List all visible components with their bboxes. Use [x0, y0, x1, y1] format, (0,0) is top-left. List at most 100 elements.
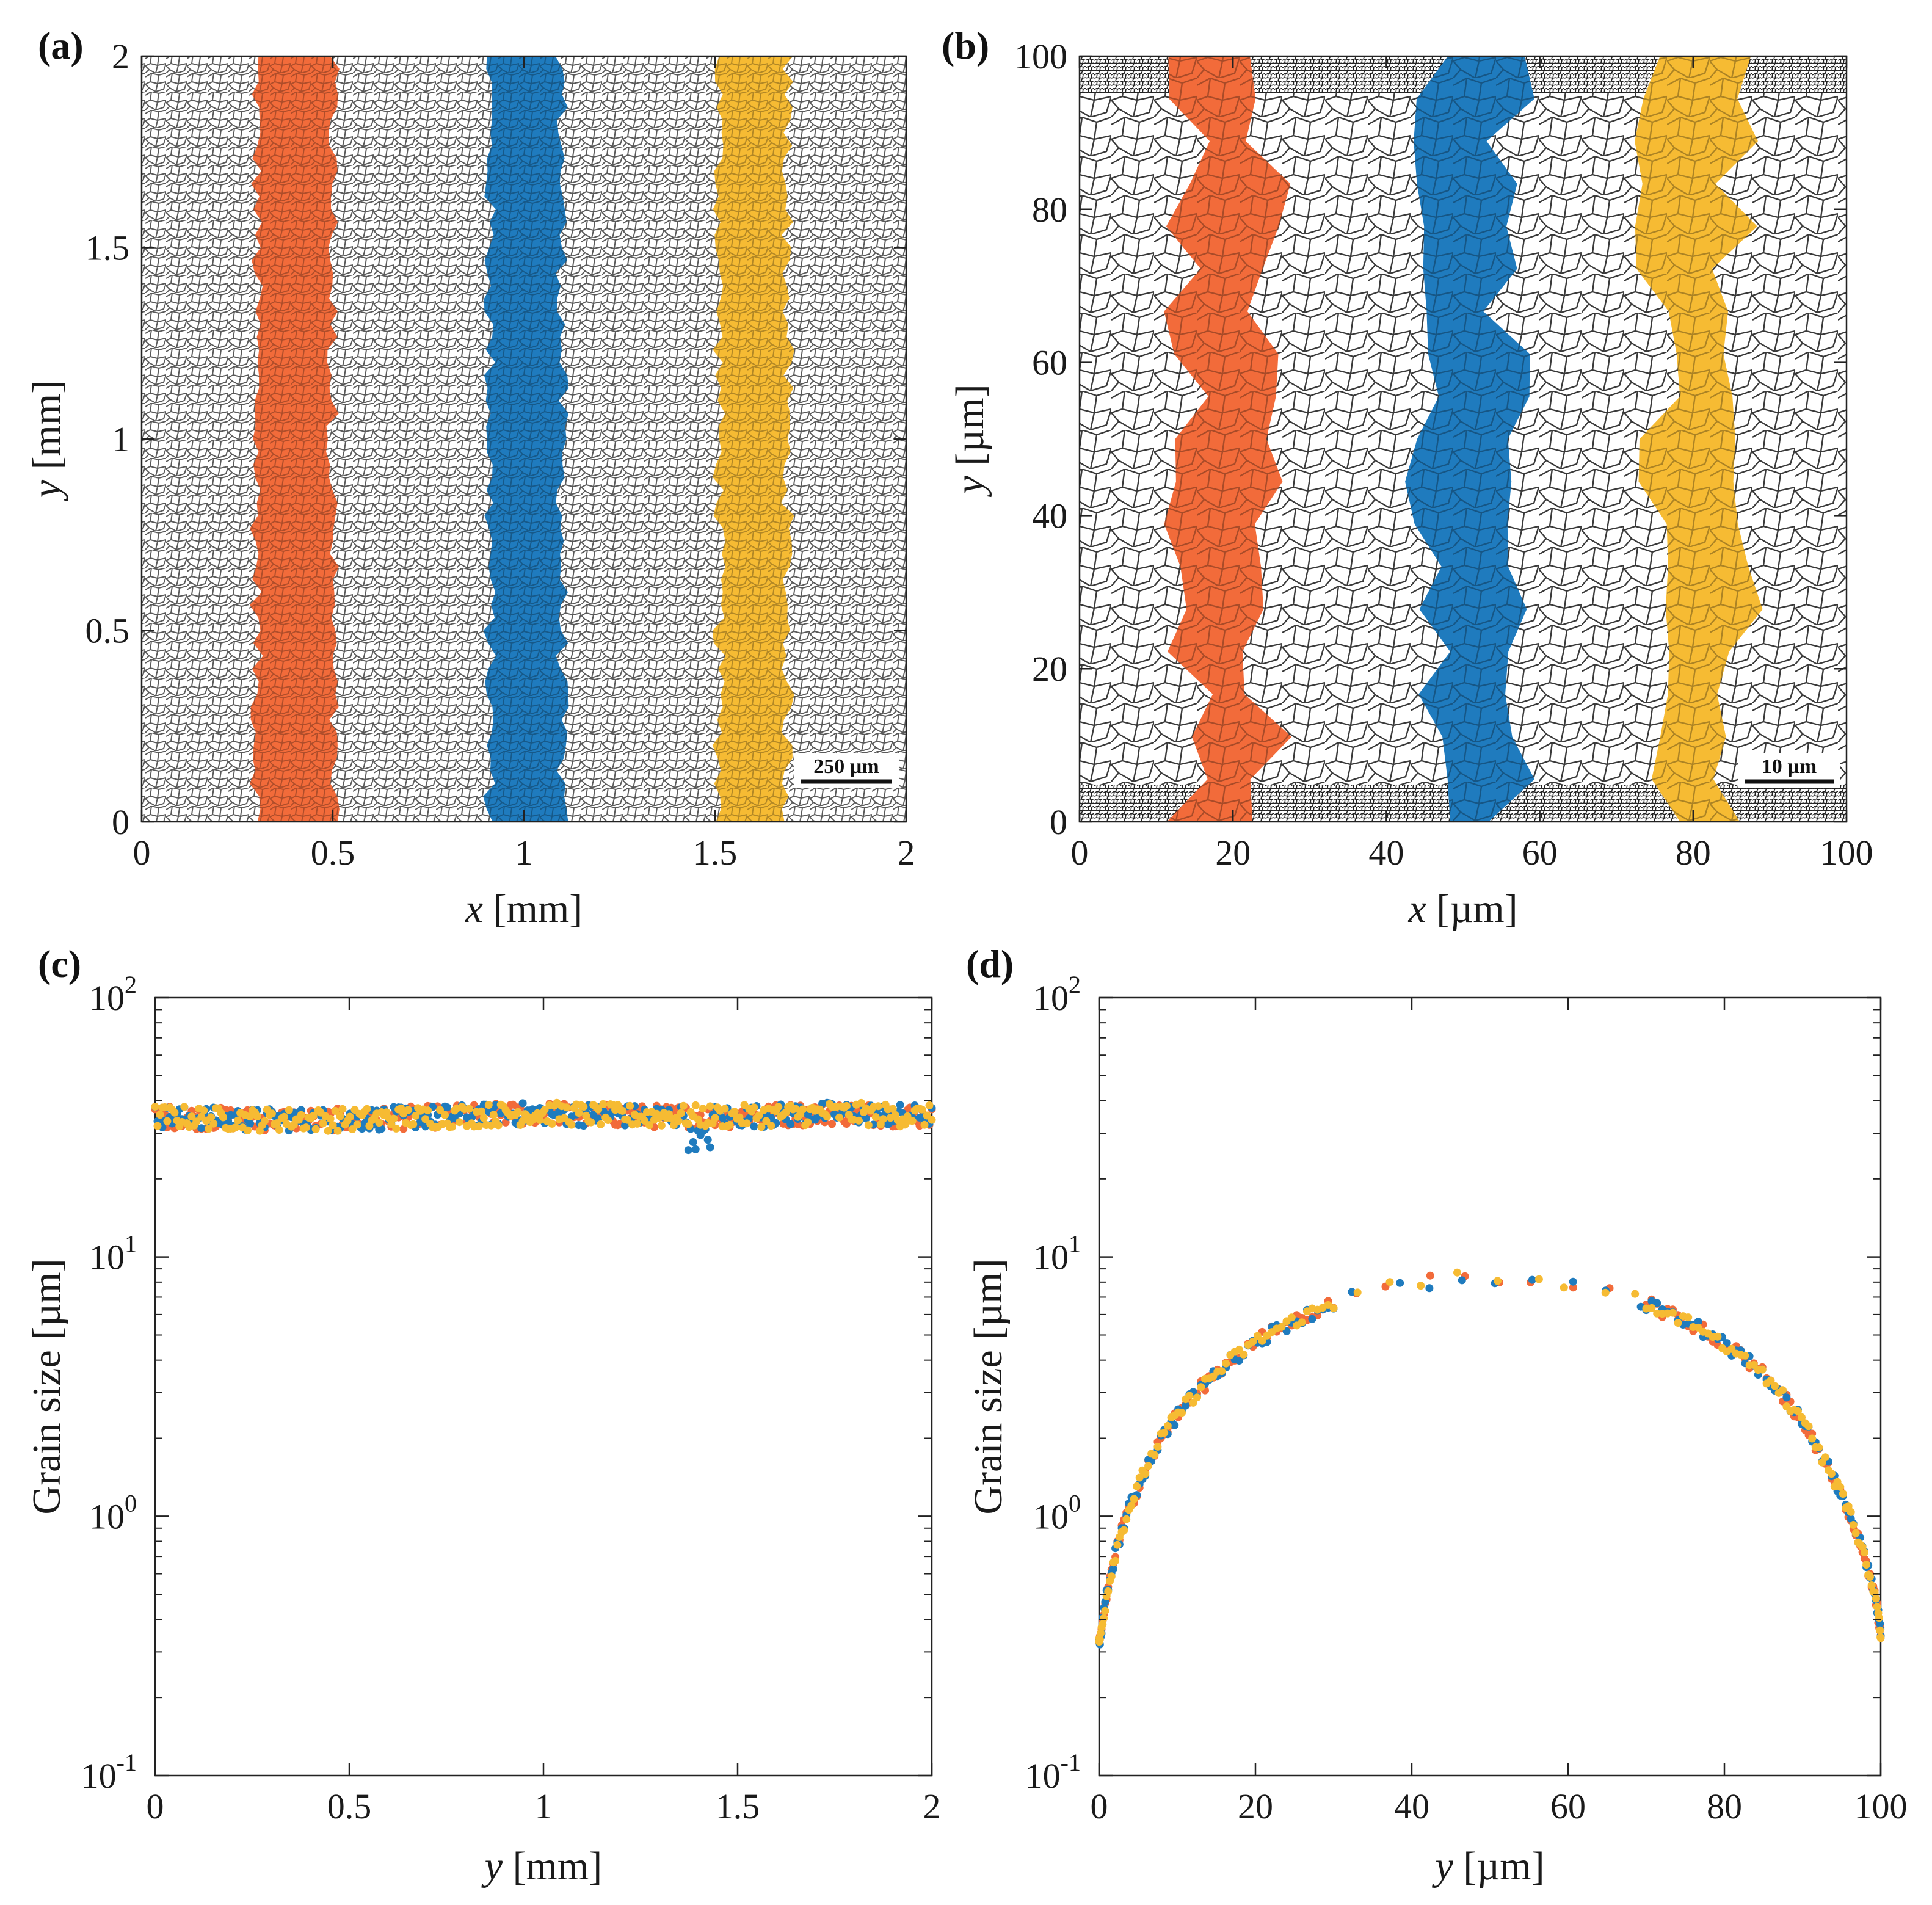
data-point-series-3 [346, 1112, 354, 1121]
data-point-series-3 [1287, 1313, 1296, 1322]
data-point-series-3 [1679, 1312, 1687, 1321]
y-tick-label: 80 [1032, 190, 1067, 230]
data-point-series-3 [879, 1115, 887, 1123]
data-point-series-3 [285, 1106, 293, 1114]
data-point-series-3 [234, 1116, 242, 1125]
data-point-series-3 [711, 1114, 719, 1122]
data-point-series-3 [677, 1109, 685, 1117]
data-point-series-2 [1308, 1315, 1316, 1323]
data-point-series-3 [1133, 1482, 1141, 1490]
data-point-series-3 [1122, 1515, 1131, 1523]
y-tick-label: 20 [1032, 649, 1067, 689]
data-point-series-3 [854, 1116, 863, 1125]
data-point-series-3 [1774, 1388, 1783, 1397]
data-point-series-3 [1601, 1288, 1610, 1297]
x-tick-label: 1.5 [693, 833, 738, 873]
data-point-series-2 [1171, 1421, 1179, 1429]
data-point-series-3 [1560, 1283, 1568, 1292]
data-point-series-3 [1801, 1419, 1809, 1428]
y-tick-label: 1.5 [85, 228, 130, 268]
data-point-series-2 [443, 1103, 451, 1112]
y-tick-label: 100 [89, 1489, 137, 1536]
data-point-series-3 [375, 1119, 383, 1127]
data-point-series-3 [755, 1111, 763, 1120]
data-point-series-3 [799, 1105, 807, 1114]
grain-band-1-cells [1164, 56, 1292, 822]
data-point-series-1 [1426, 1271, 1434, 1280]
panel-c-y-ticks: 10-1 100 101 102 [81, 971, 932, 1796]
data-point-series-3 [1771, 1382, 1779, 1390]
data-point-series-3 [436, 1106, 444, 1114]
data-point-series-3 [1163, 1421, 1172, 1430]
data-point-series-3 [494, 1121, 503, 1130]
x-tick-label: 40 [1394, 1787, 1429, 1826]
data-point-series-3 [597, 1120, 605, 1128]
data-point-series-2 [862, 1114, 870, 1123]
data-point-series-3 [587, 1118, 595, 1127]
data-point-series-2 [786, 1120, 795, 1128]
data-point-series-3 [219, 1113, 228, 1122]
y-tick-label: 100 [1033, 1489, 1081, 1536]
x-tick-label: 80 [1676, 833, 1711, 873]
data-point-series-3 [1240, 1350, 1248, 1359]
data-point-series-3 [1873, 1603, 1881, 1611]
data-point-series-3 [1876, 1626, 1884, 1635]
panel-b-x-ticks: 0 20 40 60 80 100 [1071, 56, 1873, 873]
data-point-series-3 [272, 1119, 281, 1128]
data-point-series-2 [1528, 1275, 1536, 1284]
panel-a: (a) 250 µm 0 0.5 1 1.5 2 0 0.5 1 1.5 2 x [mm] y … [24, 24, 915, 931]
data-point-series-3 [1160, 1429, 1169, 1437]
data-point-series-2 [1647, 1297, 1656, 1305]
data-point-series-3 [579, 1103, 588, 1111]
data-point-series-3 [209, 1119, 218, 1128]
data-point-series-3 [1642, 1304, 1651, 1313]
data-point-series-3 [1153, 1442, 1162, 1451]
data-point-series-3 [390, 1114, 398, 1123]
data-point-series-3 [309, 1111, 318, 1120]
data-point-series-3 [1782, 1402, 1791, 1411]
data-point-series-3 [421, 1115, 430, 1123]
data-point-series-3 [1830, 1482, 1839, 1491]
grain-band-1-cells [250, 56, 340, 822]
data-point-series-1 [1860, 1555, 1868, 1562]
data-point-series-3 [1135, 1473, 1144, 1482]
panel-c-label: (c) [38, 942, 81, 985]
data-point-series-3 [655, 1114, 663, 1122]
data-point-series-3 [302, 1123, 310, 1132]
data-point-series-3 [1864, 1570, 1873, 1579]
panel-c-x-label: y [mm] [481, 1844, 602, 1889]
data-point-series-2 [518, 1099, 527, 1108]
data-point-series-3 [1258, 1337, 1266, 1345]
data-point-series-3 [604, 1116, 612, 1124]
data-point-series-3 [864, 1121, 873, 1130]
data-point-series-3 [151, 1103, 159, 1111]
panel-d: (d) 0 20 40 60 80 100 10-1 100 101 102 y [µm] Gr… [966, 942, 1908, 1889]
data-point-series-3 [1851, 1529, 1860, 1537]
data-point-series-2 [1847, 1515, 1855, 1523]
panel-d-x-label: y [µm] [1431, 1844, 1544, 1889]
data-point-series-3 [721, 1105, 729, 1113]
panel-b-y-label: y [µm] [948, 384, 992, 497]
data-point-series-3 [657, 1121, 666, 1130]
data-point-series-1 [828, 1120, 836, 1128]
data-point-series-3 [153, 1122, 162, 1130]
panel-b-scalebar: 10 µm [1738, 753, 1840, 788]
panel-b-bands [1164, 56, 1763, 822]
data-point-series-3 [441, 1111, 449, 1119]
data-point-series-3 [1867, 1581, 1876, 1589]
panel-b-scalebar-label: 10 µm [1762, 755, 1817, 778]
data-point-series-2 [703, 1136, 712, 1144]
data-point-series-3 [200, 1106, 208, 1115]
data-point-series-3 [633, 1119, 641, 1128]
data-point-series-3 [1150, 1451, 1159, 1459]
data-point-series-3 [1842, 1504, 1850, 1512]
data-point-series-3 [823, 1112, 831, 1121]
data-point-series-3 [1674, 1319, 1682, 1327]
data-point-series-3 [1101, 1606, 1109, 1615]
panel-b-x-label: x [µm] [1407, 887, 1517, 931]
data-point-series-3 [253, 1112, 261, 1120]
data-point-series-3 [311, 1125, 320, 1133]
data-point-series-3 [871, 1113, 880, 1121]
data-point-series-3 [691, 1101, 700, 1109]
data-point-series-3 [1762, 1379, 1771, 1388]
